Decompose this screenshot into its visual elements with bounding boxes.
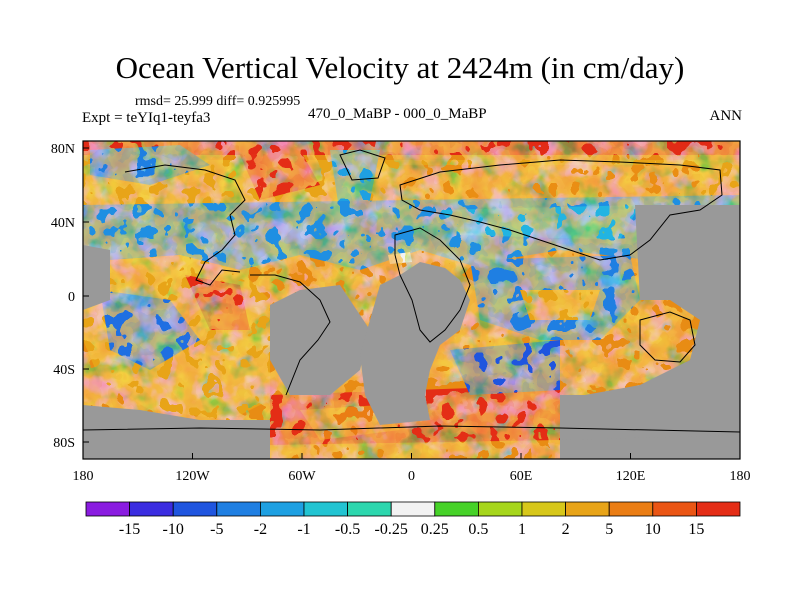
land-masses bbox=[83, 205, 740, 459]
land-central bbox=[360, 262, 470, 425]
colorbar-swatch bbox=[565, 501, 610, 517]
land-south-west bbox=[83, 405, 270, 459]
colorbar-tick-label: -0.5 bbox=[335, 521, 360, 538]
colorbar-tick-label: 0.5 bbox=[468, 521, 488, 538]
coastlines bbox=[83, 149, 740, 433]
colorbar-swatch bbox=[477, 501, 523, 517]
season-label: ANN bbox=[709, 108, 743, 124]
colorbar-swatch bbox=[216, 501, 261, 517]
colorbar-tick-label: -10 bbox=[163, 521, 184, 538]
lon-tick-label: 180 bbox=[73, 469, 94, 484]
colorbar-swatch bbox=[434, 501, 479, 517]
latitude-axis: 80N 40N 0 40S 80S bbox=[51, 142, 89, 451]
lon-tick-label: 60E bbox=[510, 469, 533, 484]
colorbar-tick-label: -1 bbox=[297, 521, 310, 538]
lat-tick-label: 0 bbox=[68, 290, 75, 305]
lon-tick-label: 180 bbox=[730, 469, 751, 484]
colorbar-swatch bbox=[696, 501, 741, 517]
lon-tick-label: 120E bbox=[616, 469, 646, 484]
colorbar-tick-label: 5 bbox=[605, 521, 613, 538]
colorbar-tick-label: -2 bbox=[254, 521, 267, 538]
coastline-africa bbox=[394, 227, 471, 343]
coastline-eurasia bbox=[399, 159, 723, 261]
colorbar-swatch bbox=[129, 501, 174, 517]
colorbar bbox=[85, 501, 741, 517]
period-label: 470_0_MaBP - 000_0_MaBP bbox=[308, 106, 487, 122]
lon-tick-label: 0 bbox=[408, 469, 415, 484]
lat-tick-label: 40S bbox=[53, 363, 75, 378]
land-east bbox=[560, 205, 740, 459]
land-south-east bbox=[560, 435, 740, 459]
colorbar-swatch bbox=[347, 501, 392, 517]
colorbar-swatch bbox=[172, 501, 218, 517]
land-west bbox=[270, 285, 370, 395]
lat-tick-label: 40N bbox=[51, 216, 75, 231]
longitude-axis: 180 120W 60W 0 60E 120E 180 bbox=[73, 453, 751, 484]
colorbar-labels: -15 -10 -5 -2 -1 -0.5 -0.25 0.25 0.5 1 2 5 10 15 bbox=[119, 521, 704, 538]
coastline-greenland bbox=[339, 149, 386, 181]
colorbar-swatch bbox=[390, 501, 436, 517]
colorbar-swatch bbox=[652, 501, 697, 517]
lat-tick-label: 80N bbox=[51, 142, 75, 157]
colorbar-tick-label: 10 bbox=[645, 521, 661, 538]
lon-tick-label: 120W bbox=[175, 469, 210, 484]
colorbar-tick-label: 0.25 bbox=[421, 521, 449, 538]
colorbar-swatch bbox=[521, 501, 566, 517]
colorbar-swatch bbox=[608, 501, 654, 517]
colorbar-swatch bbox=[303, 501, 348, 517]
colorbar-swatch bbox=[85, 501, 130, 517]
coastline-north-america bbox=[124, 164, 246, 286]
map-title: Ocean Vertical Velocity at 2424m (in cm/… bbox=[115, 50, 685, 85]
colorbar-tick-label: -0.25 bbox=[375, 521, 408, 538]
colorbar-tick-label: 1 bbox=[518, 521, 526, 538]
experiment-label: Expt = teYIq1-teyfa3 bbox=[82, 110, 211, 126]
colorbar-tick-label: -15 bbox=[119, 521, 140, 538]
coastline-antarctica bbox=[83, 425, 740, 433]
coastline-australia bbox=[639, 311, 696, 363]
rmsd-diff-label: rmsd= 25.999 diff= 0.925995 bbox=[135, 94, 301, 109]
colorbar-tick-label: -5 bbox=[210, 521, 223, 538]
land-far-west bbox=[83, 245, 110, 310]
coastline-south-america bbox=[250, 274, 331, 396]
lon-tick-label: 60W bbox=[288, 469, 316, 484]
lat-tick-label: 80S bbox=[53, 436, 75, 451]
colorbar-tick-label: 15 bbox=[688, 521, 704, 538]
colorbar-tick-label: 2 bbox=[562, 521, 570, 538]
colorbar-swatch bbox=[259, 501, 305, 517]
